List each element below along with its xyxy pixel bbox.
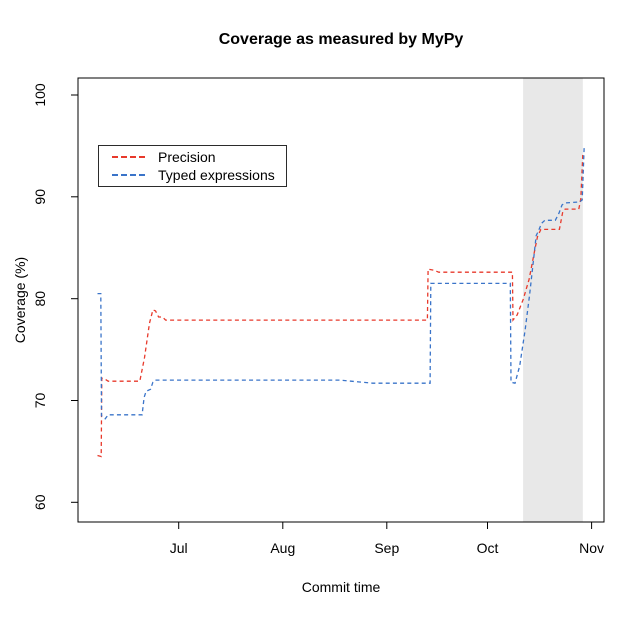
x-axis: Jul Aug Sep Oct Nov [170, 522, 604, 556]
y-tick-label: 80 [32, 291, 48, 307]
x-tick-label: Nov [579, 540, 604, 556]
chart-title: Coverage as measured by MyPy [219, 31, 464, 48]
plot-border [77, 77, 605, 523]
legend: Precision Typed expressions [98, 145, 287, 187]
x-axis-label: Commit time [302, 579, 381, 595]
legend-item: Precision [99, 149, 286, 166]
legend-label: Typed expressions [158, 167, 275, 183]
series-lines [97, 145, 585, 458]
y-axis: 60 70 80 90 100 [32, 83, 78, 510]
x-tick-label: Aug [270, 540, 295, 556]
y-tick-label: 100 [32, 83, 48, 107]
legend-label: Precision [158, 149, 216, 165]
x-tick-label: Oct [477, 540, 499, 556]
y-tick-label: 60 [32, 494, 48, 510]
legend-dash-swatch [112, 156, 145, 158]
y-tick-label: 70 [32, 393, 48, 409]
y-axis-label: Coverage (%) [12, 257, 28, 343]
series-line-precision [97, 151, 584, 458]
legend-item: Typed expressions [99, 167, 286, 184]
highlight-band [523, 78, 583, 522]
x-tick-label: Sep [374, 540, 399, 556]
x-tick-label: Jul [170, 540, 188, 556]
y-tick-label: 90 [32, 189, 48, 205]
legend-dash-swatch [112, 174, 145, 176]
